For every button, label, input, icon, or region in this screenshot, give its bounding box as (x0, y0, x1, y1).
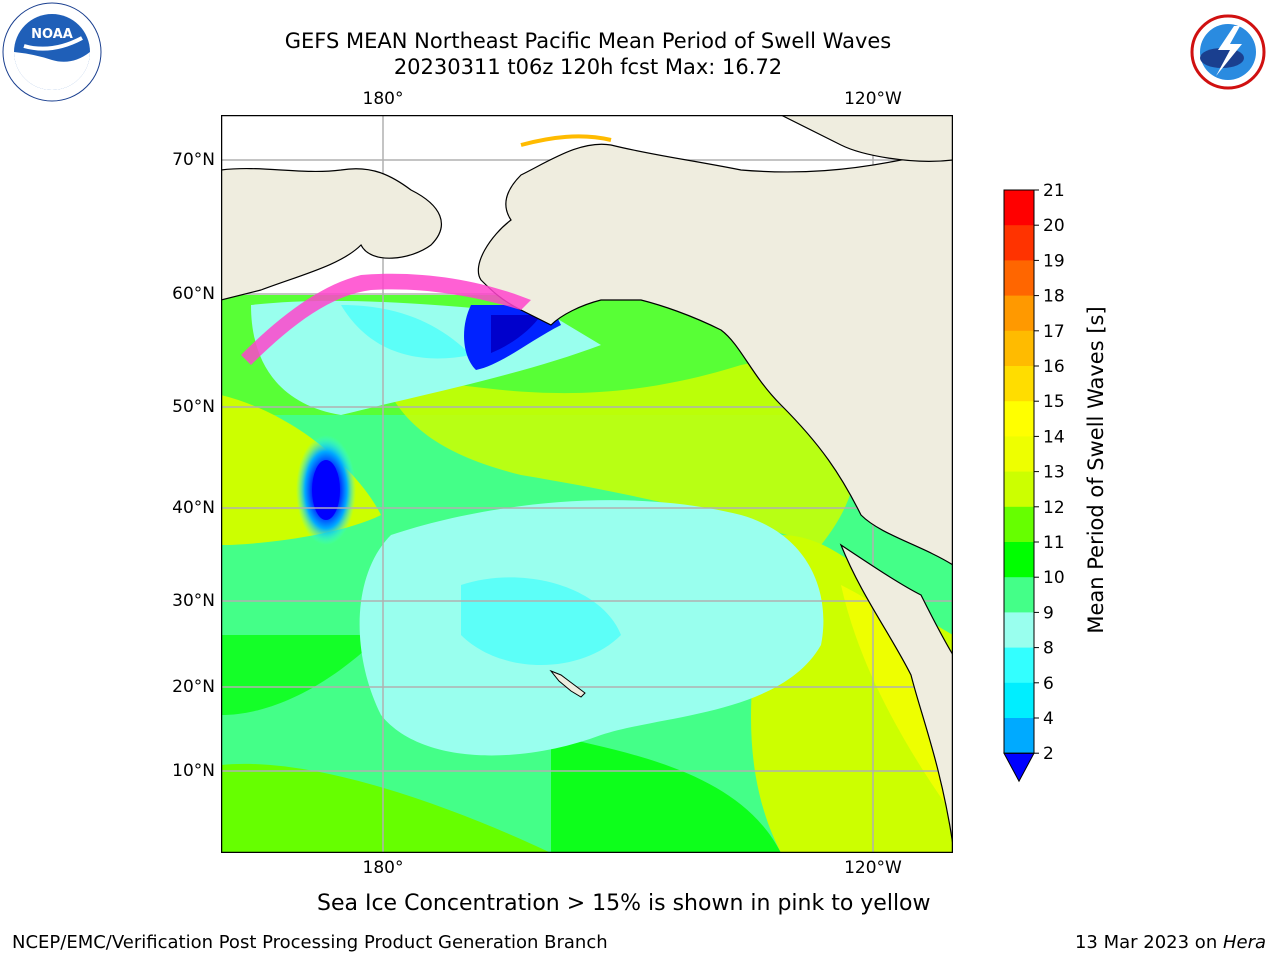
svg-text:NOAA: NOAA (31, 27, 73, 42)
colorbar-segment (1004, 471, 1034, 508)
footer-left: NCEP/EMC/Verification Post Processing Pr… (12, 932, 608, 953)
colorbar-tick-label: 8 (1043, 639, 1054, 659)
lon-label-top-120w: 120°W (844, 89, 902, 109)
colorbar-graphic: 21 20 19 18 17 16 15 14 13 12 11 10 9 8 6 4 2 (1003, 181, 1065, 783)
colorbar-extend-triangle (1003, 752, 1035, 783)
footer-right: 13 Mar 2023 on Hera (1075, 932, 1266, 954)
lat-label-10n: 10°N (172, 761, 215, 781)
colorbar-tick-label: 18 (1043, 287, 1064, 307)
land-west-us-mexico (839, 543, 953, 846)
colorbar-label: Mean Period of Swell Waves [s] (1084, 306, 1108, 634)
colorbar-segment (1004, 647, 1034, 684)
colorbar-segment (1004, 682, 1034, 719)
colorbar-segment (1004, 366, 1034, 402)
colorbar-segment (1004, 577, 1034, 613)
colorbar-segment (1004, 225, 1034, 261)
lat-label-50n: 50°N (172, 397, 215, 417)
colorbar-segment (1004, 718, 1034, 754)
colorbar-segment (1004, 542, 1034, 578)
colorbar-tick-label: 13 (1043, 463, 1064, 483)
colorbar-tick-label: 21 (1043, 181, 1064, 201)
land-arctic-islands (780, 115, 953, 162)
noaa-logo: NOAA (2, 2, 102, 102)
colorbar-segment (1004, 190, 1034, 226)
chart-subtitle: 20230311 t06z 120h fcst Max: 16.72 (393, 55, 783, 79)
map-border (220, 114, 954, 854)
colorbar-tick-label: 14 (1043, 427, 1064, 447)
footer-date: 13 Mar 2023 on (1074, 932, 1223, 953)
colorbar-segment (1004, 506, 1034, 543)
lat-label-60n: 60°N (172, 284, 215, 304)
lon-label-top-180: 180° (362, 89, 404, 109)
colorbar-tick-label: 9 (1043, 603, 1054, 623)
colorbar-segment (1004, 295, 1034, 332)
chart-title: GEFS MEAN Northeast Pacific Mean Period … (284, 29, 892, 53)
sea-ice-caption: Sea Ice Concentration > 15% is shown in … (317, 891, 931, 916)
colorbar-tick-label: 2 (1043, 744, 1054, 764)
nws-logo (1178, 2, 1278, 102)
colorbar-tick-label: 20 (1043, 216, 1064, 236)
colorbar-tick-label: 16 (1043, 357, 1064, 377)
colorbar-tick-label: 6 (1043, 674, 1054, 694)
land-hawaii (549, 669, 586, 698)
lon-label-bottom-120w: 120°W (844, 858, 902, 878)
colorbar-segment (1004, 330, 1034, 367)
colorbar-tick-label: 10 (1043, 568, 1064, 588)
colorbar: 21 20 19 18 17 16 15 14 13 12 11 10 9 8 6 4 2 (994, 180, 1065, 790)
footer-host: Hera (1222, 932, 1266, 953)
land-siberia (221, 167, 442, 301)
colorbar-segment (1004, 401, 1034, 437)
colorbar-tick-label: 19 (1043, 251, 1064, 271)
colorbar-tick-label: 11 (1043, 533, 1064, 553)
lat-label-30n: 30°N (172, 591, 215, 611)
map-panel (220, 114, 954, 854)
lat-label-20n: 20°N (172, 677, 215, 697)
lat-label-40n: 40°N (172, 498, 215, 518)
colorbar-tick-label: 17 (1043, 322, 1064, 342)
map-canvas (220, 114, 954, 854)
colorbar-tick-label: 15 (1043, 392, 1064, 412)
colorbar-segment (1004, 612, 1034, 649)
lon-label-bottom-180: 180° (362, 858, 404, 878)
colorbar-tick-label: 4 (1043, 709, 1054, 729)
colorbar-segment (1004, 436, 1034, 473)
sea-ice-fringe (241, 273, 531, 365)
lat-label-70n: 70°N (172, 150, 215, 170)
colorbar-tick-label: 12 (1043, 498, 1064, 518)
colorbar-segment (1004, 260, 1034, 297)
